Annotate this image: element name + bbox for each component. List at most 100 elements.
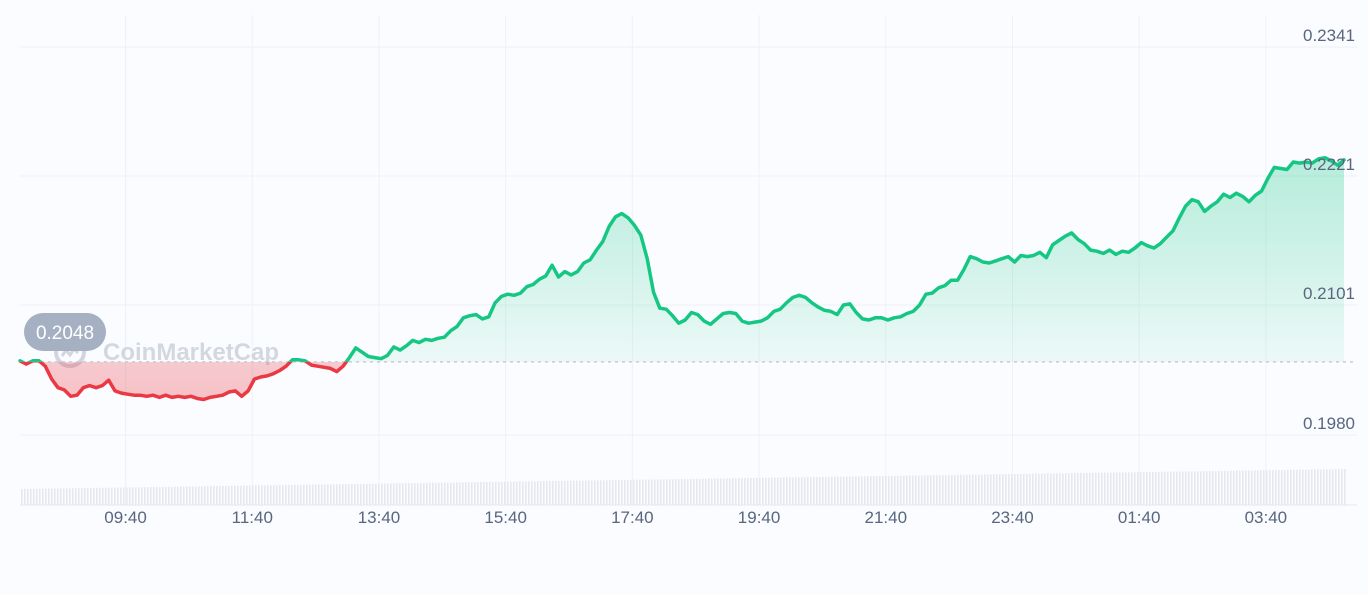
volume-bar bbox=[738, 478, 740, 505]
volume-bar bbox=[558, 480, 560, 505]
volume-bar bbox=[441, 482, 443, 505]
volume-bar bbox=[303, 484, 305, 505]
volume-bar bbox=[237, 485, 239, 505]
volume-bar bbox=[1251, 470, 1253, 505]
volume-bar bbox=[1053, 473, 1055, 505]
volume-bar bbox=[339, 484, 341, 505]
volume-bar bbox=[582, 480, 584, 505]
volume-bar bbox=[1071, 473, 1073, 505]
volume-bar bbox=[789, 477, 791, 505]
volume-bar bbox=[486, 481, 488, 505]
volume-bar bbox=[474, 482, 476, 505]
volume-bar bbox=[1026, 473, 1028, 505]
volume-bar bbox=[1218, 470, 1220, 505]
volume-bar bbox=[84, 488, 86, 505]
volume-bar bbox=[465, 482, 467, 505]
volume-bar bbox=[735, 478, 737, 505]
volume-bar bbox=[57, 488, 59, 505]
volume-bar bbox=[246, 485, 248, 505]
volume-bar bbox=[273, 485, 275, 505]
volume-bar bbox=[1050, 473, 1052, 505]
volume-bar bbox=[714, 478, 716, 505]
volume-bar bbox=[678, 479, 680, 505]
volume-bar bbox=[1329, 469, 1331, 505]
volume-bar bbox=[480, 482, 482, 505]
volume-bar bbox=[369, 483, 371, 505]
volume-bar bbox=[510, 481, 512, 505]
volume-bar bbox=[1158, 471, 1160, 505]
volume-bar bbox=[141, 487, 143, 505]
volume-bar bbox=[708, 478, 710, 505]
volume-bar bbox=[348, 484, 350, 505]
volume-bar bbox=[159, 486, 161, 505]
volume-bar bbox=[144, 487, 146, 505]
volume-bar bbox=[468, 482, 470, 505]
volume-bar bbox=[387, 483, 389, 505]
volume-bar bbox=[957, 474, 959, 505]
volume-bar bbox=[1257, 470, 1259, 505]
volume-bar bbox=[198, 486, 200, 505]
volume-bar bbox=[648, 479, 650, 505]
volume-bar bbox=[591, 480, 593, 505]
volume-bar bbox=[627, 479, 629, 505]
volume-bar bbox=[126, 487, 128, 505]
volume-bar bbox=[816, 477, 818, 505]
volume-bar bbox=[276, 485, 278, 505]
volume-bar bbox=[960, 474, 962, 505]
volume-bar bbox=[1230, 470, 1232, 505]
x-tick-label: 01:40 bbox=[1118, 508, 1161, 527]
volume-bar bbox=[384, 483, 386, 505]
volume-bar bbox=[234, 485, 236, 505]
volume-bar bbox=[1266, 470, 1268, 505]
volume-bar bbox=[525, 481, 527, 505]
volume-bar bbox=[786, 477, 788, 505]
volume-bar bbox=[981, 474, 983, 505]
volume-bar bbox=[867, 476, 869, 505]
volume-bar bbox=[129, 487, 131, 505]
volume-bar bbox=[1221, 470, 1223, 505]
volume-bar bbox=[690, 478, 692, 505]
volume-bar bbox=[1197, 471, 1199, 505]
volume-bar bbox=[747, 478, 749, 505]
volume-bar bbox=[1140, 472, 1142, 505]
volume-bar bbox=[819, 476, 821, 505]
volume-bar bbox=[354, 483, 356, 505]
area-above-baseline bbox=[20, 157, 1344, 362]
volume-bar bbox=[177, 486, 179, 505]
volume-bar bbox=[402, 483, 404, 505]
volume-bar bbox=[1164, 471, 1166, 505]
volume-bar bbox=[1104, 472, 1106, 505]
volume-bar bbox=[504, 481, 506, 505]
volume-bar bbox=[1083, 472, 1085, 505]
volume-bar bbox=[1254, 470, 1256, 505]
baseline-price-label: 0.2048 bbox=[36, 323, 94, 344]
volume-bar bbox=[615, 480, 617, 505]
volume-bar bbox=[732, 478, 734, 505]
price-area bbox=[20, 157, 1344, 400]
volume-bar bbox=[630, 479, 632, 505]
volume-bar bbox=[1215, 470, 1217, 505]
volume-bar bbox=[309, 484, 311, 505]
volume-bar bbox=[270, 485, 272, 505]
volume-bar bbox=[393, 483, 395, 505]
volume-bar bbox=[390, 483, 392, 505]
volume-bar bbox=[1296, 469, 1298, 505]
volume-bar bbox=[798, 477, 800, 505]
volume-bar bbox=[318, 484, 320, 505]
volume-bar bbox=[483, 482, 485, 505]
volume-bar bbox=[1311, 469, 1313, 505]
volume-bar bbox=[36, 488, 38, 505]
volume-bar bbox=[294, 484, 296, 505]
volume-bar bbox=[1017, 473, 1019, 505]
volume-bar bbox=[216, 486, 218, 505]
volume-bar bbox=[513, 481, 515, 505]
volume-bar bbox=[351, 484, 353, 505]
volume-bar bbox=[1305, 469, 1307, 505]
volume-bar bbox=[27, 488, 29, 505]
volume-bar bbox=[969, 474, 971, 505]
volume-bar bbox=[429, 482, 431, 505]
volume-bar bbox=[426, 482, 428, 505]
volume-bar bbox=[975, 474, 977, 505]
volume-bar bbox=[90, 487, 92, 505]
x-tick-label: 03:40 bbox=[1245, 508, 1288, 527]
